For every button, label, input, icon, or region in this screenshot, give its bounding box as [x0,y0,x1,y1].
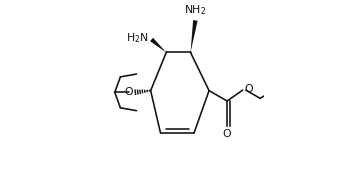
Polygon shape [150,38,166,53]
Text: H$_2$N: H$_2$N [126,31,148,45]
Text: O: O [223,129,232,139]
Polygon shape [190,20,198,53]
Text: O: O [244,84,253,94]
Text: NH$_2$: NH$_2$ [184,4,206,17]
Text: O: O [125,87,133,97]
